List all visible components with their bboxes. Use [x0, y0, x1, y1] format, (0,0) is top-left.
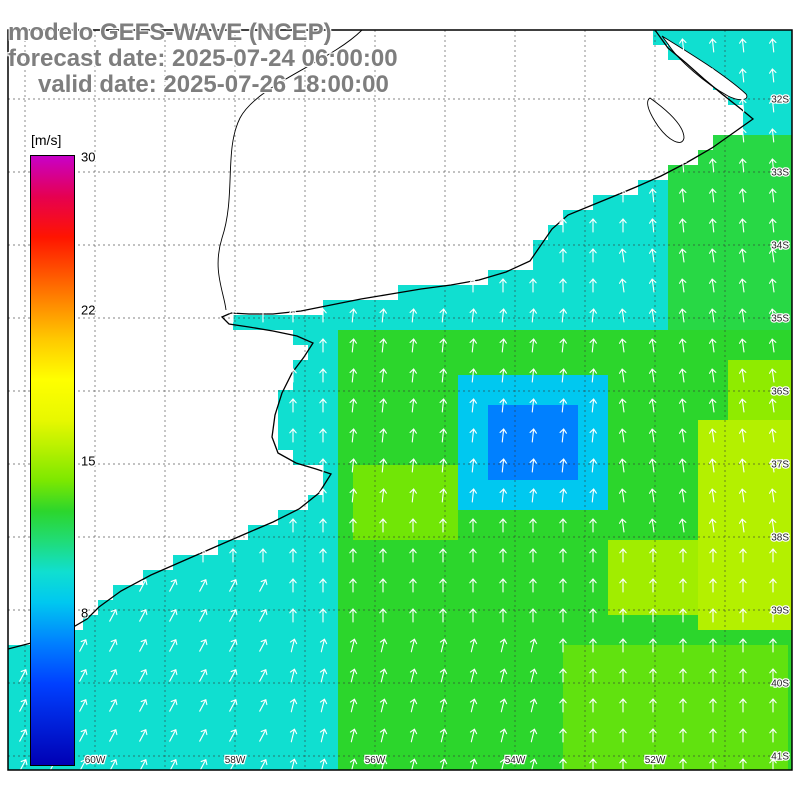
- grid-lines: [8, 30, 792, 770]
- longitude-labels: 60W 58W 56W 54W 52W: [83, 754, 667, 768]
- lon-label: 52W: [645, 755, 666, 766]
- wind-arrows: [19, 38, 777, 773]
- map-border: [7, 29, 793, 771]
- lat-label: 32S: [771, 95, 789, 106]
- lon-label: 56W: [365, 755, 386, 766]
- colorbar-unit-label: [m/s]: [27, 130, 66, 150]
- colorbar-tick-8: 8: [81, 605, 89, 621]
- lat-label: 40S: [771, 679, 789, 690]
- lat-label: 34S: [771, 241, 789, 252]
- colorbar-tick-30: 30: [81, 149, 96, 165]
- lon-label: 54W: [505, 755, 526, 766]
- lat-label: 38S: [771, 533, 789, 544]
- lon-label: 58W: [225, 755, 246, 766]
- lon-label: 60W: [85, 755, 106, 766]
- forecast-date: forecast date: 2025-07-24 06:00:00: [8, 45, 398, 72]
- lagoon-contour: [647, 97, 685, 143]
- lat-label: 41S: [771, 752, 789, 763]
- latitude-labels: 32S 33S 34S 35S 36S 37S 38S 39S 40S 41S: [770, 93, 791, 764]
- lat-label: 36S: [771, 387, 789, 398]
- lat-label: 37S: [771, 460, 789, 471]
- river-contour: [217, 29, 363, 311]
- model-title: modelo GEFS-WAVE (NCEP): [8, 19, 332, 46]
- lat-label: 33S: [771, 168, 789, 179]
- colorbar-tick-22: 22: [81, 302, 96, 318]
- wave-field-cells: [8, 30, 792, 770]
- valid-date: valid date: 2025-07-26 18:00:00: [38, 71, 389, 98]
- plot-title-block: modelo GEFS-WAVE (NCEP) forecast date: 2…: [8, 20, 398, 98]
- colorbar-gradient: [30, 155, 75, 766]
- lat-label: 39S: [771, 606, 789, 617]
- lat-label: 35S: [771, 314, 789, 325]
- colorbar-tick-15: 15: [81, 453, 96, 469]
- coastline-path: [7, 29, 755, 650]
